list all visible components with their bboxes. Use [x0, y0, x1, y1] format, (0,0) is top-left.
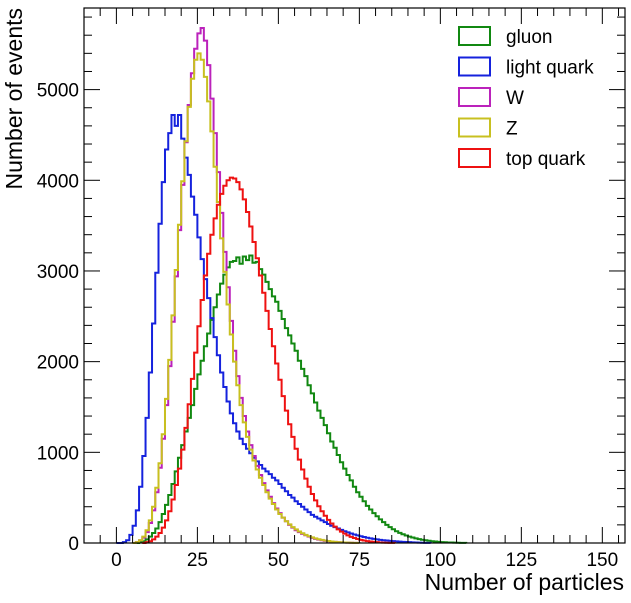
axes-layer: 0 25 50 75 100 125 150 0 1000 2000 3000 4000 5000: [37, 8, 625, 571]
legend-label-gluon: gluon: [506, 27, 553, 48]
y-tick-label: 5000: [37, 81, 79, 102]
plot-frame: [83, 7, 626, 544]
y-tick-label: 3000: [37, 262, 79, 283]
y-tick-label: 4000: [37, 171, 79, 192]
x-tick-label: 0: [111, 550, 122, 571]
x-tick-label: 50: [268, 550, 289, 571]
legend-swatch-gluon: [458, 26, 491, 46]
legend-label-light-quark: light quark: [506, 58, 594, 79]
x-tick-label: 75: [349, 550, 370, 571]
legend-swatch-Z: [458, 117, 491, 138]
legend-swatch-W: [458, 87, 491, 107]
x-tick-label: 150: [586, 550, 618, 571]
legend-label-W: W: [506, 88, 524, 109]
plot-series: [116, 26, 468, 544]
series-top-quark-line: [142, 176, 396, 544]
y-tick-label: 0: [68, 534, 79, 555]
series-W-line: [132, 26, 361, 544]
y-axis-title: Number of events: [1, 8, 27, 190]
x-axis-title: Number of particles: [425, 569, 624, 595]
legend-label-top-quark: top quark: [506, 149, 586, 170]
series-gluon-line: [132, 254, 468, 544]
legend-swatch-light-quark: [458, 56, 491, 77]
y-tick-label: 2000: [37, 353, 79, 374]
x-tick-label: 125: [505, 550, 537, 571]
x-tick-label: 100: [424, 550, 456, 571]
legend-label-Z: Z: [506, 119, 518, 140]
series-Z-line: [132, 52, 361, 544]
legend-swatch-top-quark: [458, 148, 491, 168]
y-tick-label: 1000: [37, 443, 79, 464]
series-light-quark-line: [116, 114, 432, 544]
x-tick-label: 25: [187, 550, 208, 571]
